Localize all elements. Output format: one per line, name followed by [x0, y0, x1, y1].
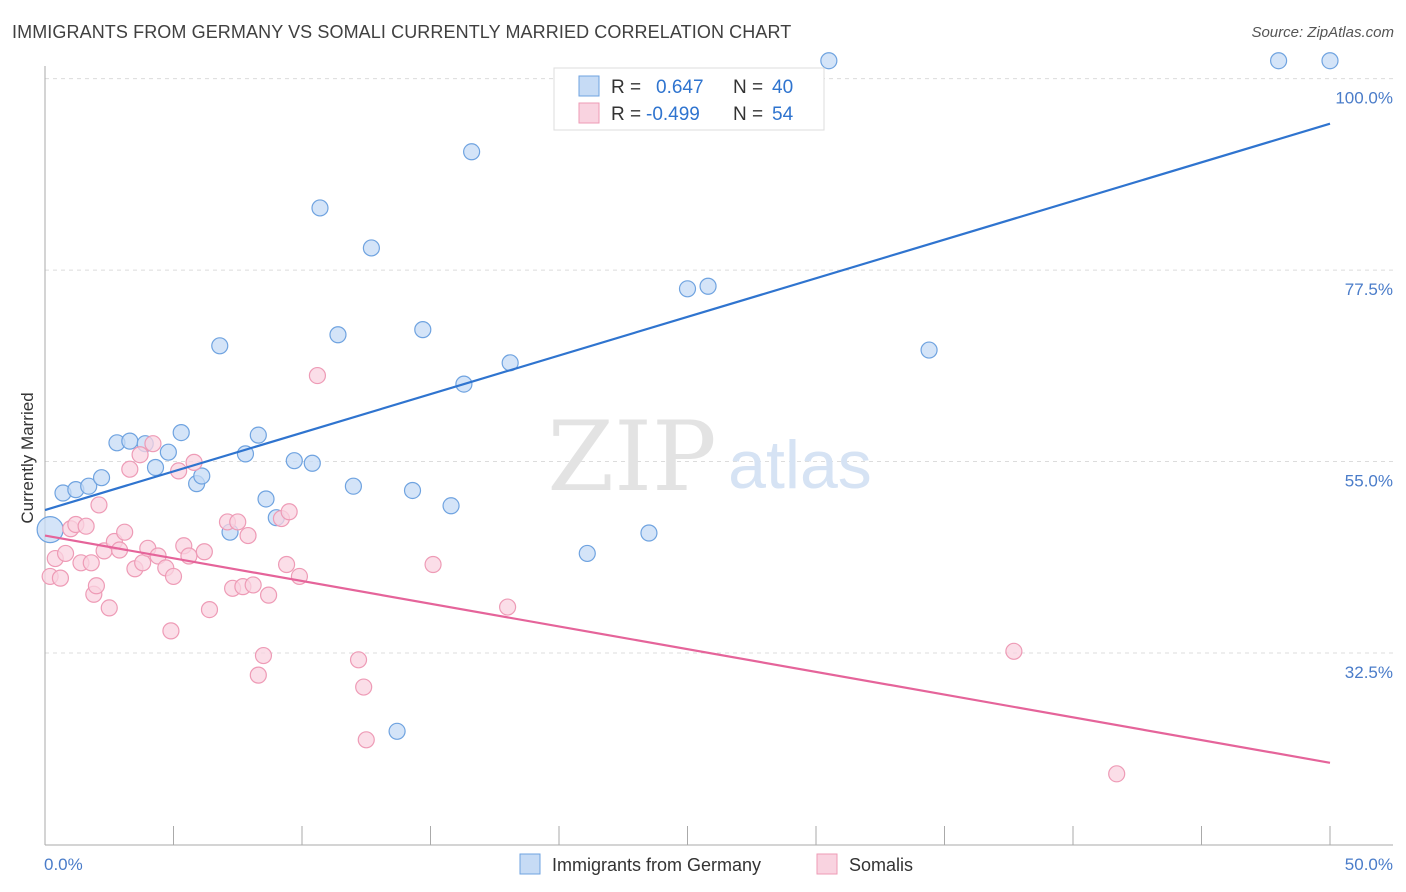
stats-n-label-germany: N =	[733, 77, 763, 98]
point-somalis	[249, 666, 267, 684]
x-tick-labels: 0.0% 50.0%	[44, 855, 1393, 874]
stats-n-value-germany: 40	[772, 77, 793, 98]
point-germany	[172, 424, 190, 442]
point-germany	[463, 143, 481, 161]
point-germany	[820, 52, 838, 70]
y-tick-label-2: 77.5%	[1345, 280, 1393, 299]
point-germany	[1321, 52, 1339, 70]
stats-swatch-somalis	[578, 102, 600, 124]
point-somalis	[259, 586, 278, 604]
point-somalis	[121, 460, 139, 478]
point-somalis	[1005, 642, 1023, 660]
point-germany	[920, 341, 938, 359]
axes	[44, 66, 1393, 846]
watermark-zip: ZIP	[547, 401, 716, 513]
point-germany	[388, 722, 406, 740]
series-somalis-points	[41, 366, 1126, 783]
point-germany	[92, 469, 111, 487]
point-germany	[303, 454, 321, 472]
stats-r-label-somalis: R =	[611, 104, 641, 125]
trend-lines	[44, 122, 1331, 764]
watermark: ZIP atlas	[547, 401, 871, 513]
point-germany	[285, 452, 303, 470]
y-tick-label-0: 32.5%	[1345, 663, 1393, 682]
point-germany	[329, 326, 347, 344]
point-somalis	[424, 555, 442, 574]
point-germany	[159, 443, 177, 461]
stats-legend: R = 0.647 N = 40 R = -0.499 N = 54	[553, 67, 825, 131]
point-somalis	[164, 567, 183, 586]
legend-label-germany: Immigrants from Germany	[552, 855, 761, 875]
point-somalis	[82, 554, 100, 572]
point-germany	[640, 524, 658, 542]
y-axis-label: Currently Married	[18, 392, 37, 523]
point-germany	[80, 477, 98, 495]
stats-r-label-germany: R =	[611, 77, 641, 98]
point-somalis	[87, 577, 106, 595]
trend-line-somalis	[44, 534, 1331, 764]
chart-source: Source: ZipAtlas.com	[1251, 24, 1394, 41]
point-somalis	[349, 651, 368, 669]
point-somalis	[200, 601, 219, 619]
point-germany	[311, 199, 329, 217]
point-germany	[193, 467, 211, 485]
point-germany	[403, 481, 422, 500]
point-somalis	[116, 523, 134, 541]
point-somalis	[90, 496, 108, 514]
point-somalis	[229, 513, 247, 531]
chart-title: IMMIGRANTS FROM GERMANY VS SOMALI CURREN…	[12, 22, 792, 42]
point-somalis	[277, 555, 296, 574]
point-germany	[344, 477, 362, 495]
legend-swatch-germany	[519, 853, 541, 875]
point-germany	[121, 432, 139, 450]
point-germany	[249, 426, 267, 444]
stats-n-label-somalis: N =	[733, 104, 763, 125]
x-tick-label-0: 0.0%	[44, 855, 83, 874]
point-germany	[146, 458, 165, 477]
point-germany	[699, 277, 717, 295]
stats-r-value-somalis: -0.499	[646, 104, 700, 125]
point-somalis	[51, 569, 70, 587]
legend-swatch-somalis	[816, 853, 838, 875]
point-germany	[578, 544, 596, 563]
point-somalis	[499, 598, 517, 616]
stats-n-value-somalis: 54	[772, 104, 794, 125]
point-somalis	[244, 576, 262, 594]
y-tick-label-3: 100.0%	[1335, 89, 1393, 108]
point-somalis	[144, 435, 162, 453]
point-somalis	[357, 731, 375, 749]
point-somalis	[162, 622, 180, 640]
point-germany	[362, 239, 380, 257]
point-somalis	[254, 646, 273, 665]
point-somalis	[134, 554, 152, 572]
x-tick-label-1: 50.0%	[1345, 855, 1393, 874]
point-somalis	[195, 543, 213, 561]
point-germany	[442, 497, 460, 515]
point-germany	[211, 337, 229, 355]
point-somalis	[56, 544, 75, 563]
stats-r-value-germany: 0.647	[656, 77, 704, 98]
point-somalis	[77, 517, 95, 535]
point-somalis	[308, 366, 327, 385]
point-germany	[414, 321, 432, 339]
series-germany-points	[36, 52, 1339, 740]
trend-line-germany	[44, 122, 1331, 512]
point-germany	[1269, 52, 1288, 70]
point-germany	[257, 490, 275, 508]
point-somalis	[280, 503, 298, 521]
point-somalis	[355, 678, 373, 696]
point-germany	[678, 280, 697, 298]
point-somalis	[1108, 765, 1126, 783]
y-tick-labels: 32.5% 55.0% 77.5% 100.0%	[1335, 89, 1393, 682]
stats-swatch-germany	[578, 75, 600, 97]
point-somalis	[131, 446, 149, 464]
watermark-atlas: atlas	[728, 427, 872, 503]
y-tick-label-1: 55.0%	[1345, 472, 1393, 491]
point-somalis	[239, 526, 257, 545]
series-legend: Immigrants from Germany Somalis	[519, 853, 913, 875]
legend-label-somalis: Somalis	[849, 855, 913, 875]
point-somalis	[100, 599, 118, 617]
